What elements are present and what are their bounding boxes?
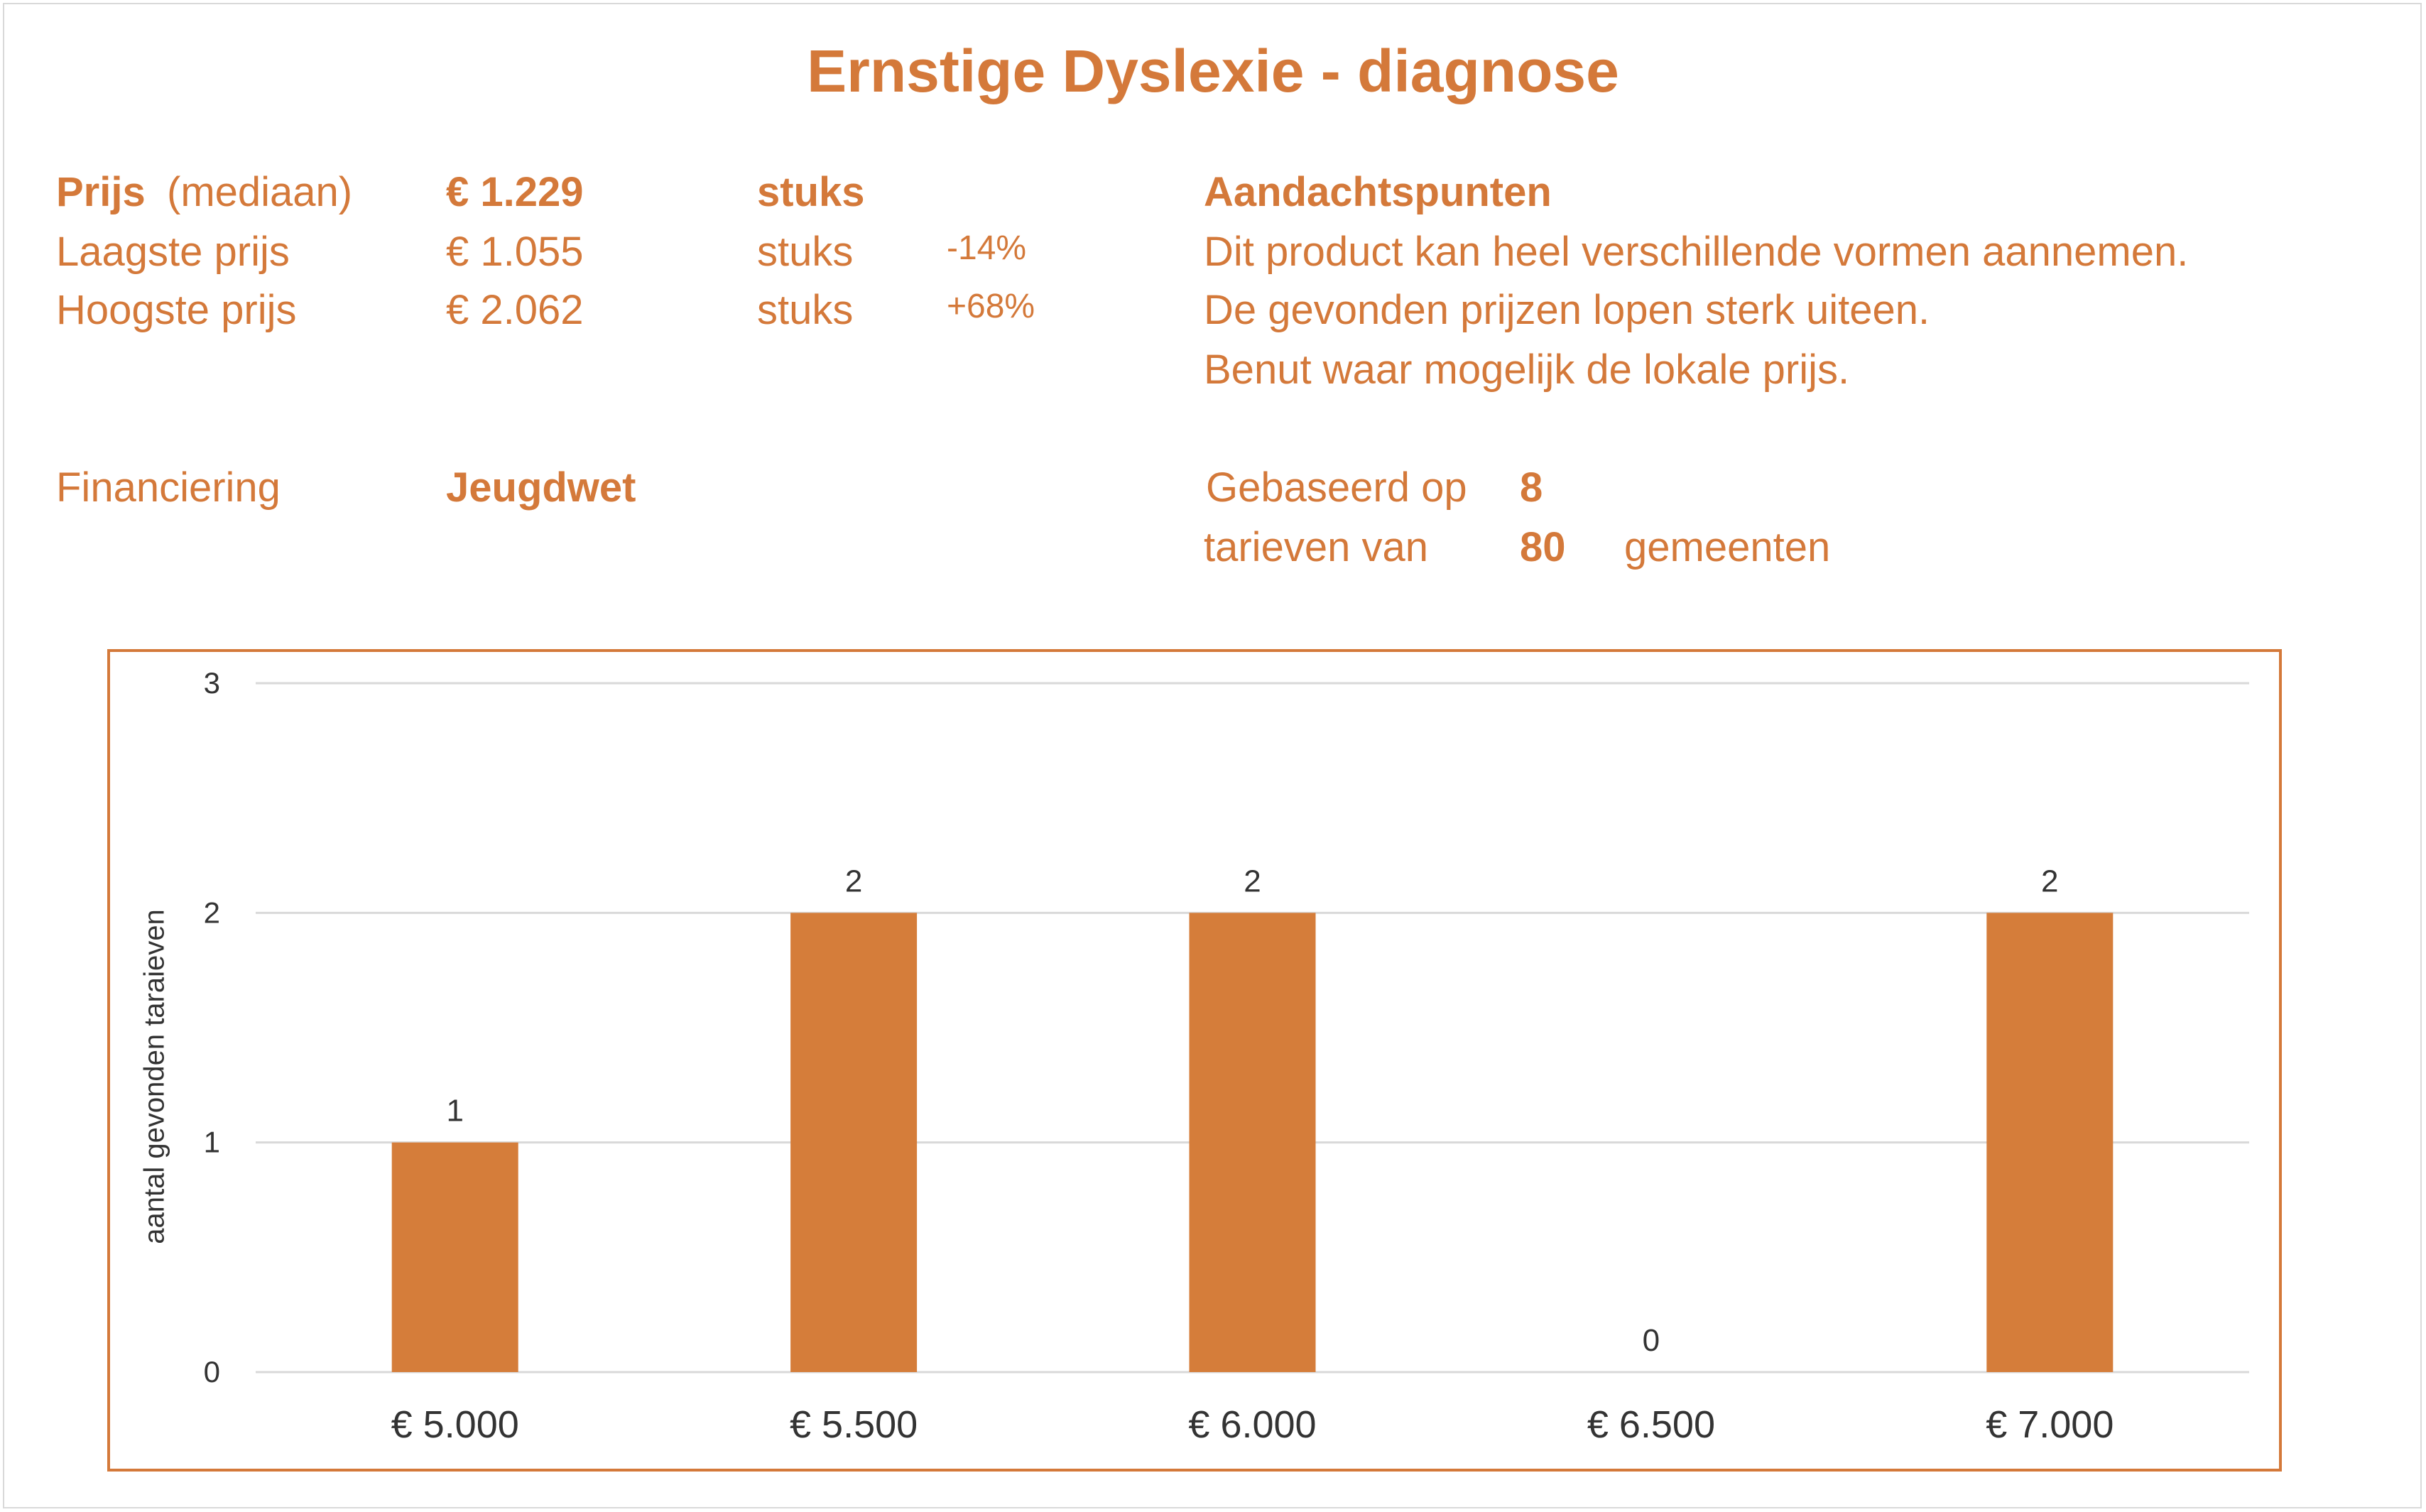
lowest-price-unit: stuks: [757, 229, 854, 275]
y-tick-label: 2: [204, 896, 220, 929]
notes-heading: Aandachtspunten: [1204, 169, 1552, 215]
chart-frame: [107, 649, 2282, 1472]
notes-line-2: De gevonden prijzen lopen sterk uiteen.: [1204, 287, 1930, 333]
median-price-value: € 1.229: [446, 169, 584, 215]
bar: [1986, 913, 2114, 1372]
tariffs-value: 80: [1520, 524, 1566, 570]
median-price-label: Prijs: [56, 169, 146, 215]
report-page: [3, 3, 2422, 1508]
x-tick-label: € 7.000: [1986, 1403, 2114, 1446]
financing-label: Financiering: [56, 464, 281, 511]
based-on-value: 8: [1520, 464, 1543, 511]
data-label: 0: [1643, 1323, 1660, 1358]
lowest-price-label: Laagste prijs: [56, 229, 290, 275]
y-tick-label: 0: [204, 1355, 220, 1388]
x-tick-label: € 6.500: [1587, 1403, 1715, 1446]
notes-line-3: Benut waar mogelijk de lokale prijs.: [1204, 347, 1850, 393]
data-label: 2: [1244, 864, 1261, 898]
data-label: 2: [845, 864, 862, 898]
highest-price-percent: +68%: [947, 288, 1035, 325]
notes-line-1: Dit product kan heel verschillende vorme…: [1204, 229, 2189, 275]
municipalities-label: gemeenten: [1624, 524, 1831, 570]
highest-price-unit: stuks: [757, 287, 854, 333]
y-axis-label: aantal gevonden taraieven: [138, 909, 170, 1244]
bar: [1189, 913, 1316, 1372]
based-on-label: Gebaseerd op: [1206, 464, 1467, 511]
y-tick-label: 1: [204, 1126, 220, 1159]
lowest-price-value: € 1.055: [446, 229, 584, 275]
median-price-qualifier: (mediaan): [167, 169, 353, 215]
x-tick-label: € 5.000: [391, 1403, 519, 1446]
y-tick-label: 3: [204, 666, 220, 700]
highest-price-label: Hoogste prijs: [56, 287, 297, 333]
x-tick-label: € 5.500: [790, 1403, 918, 1446]
bar: [391, 1142, 518, 1372]
bar: [790, 913, 918, 1372]
data-label: 2: [2041, 864, 2058, 898]
x-tick-label: € 6.000: [1188, 1403, 1316, 1446]
tariffs-label: tarieven van: [1204, 524, 1428, 570]
lowest-price-percent: -14%: [947, 229, 1027, 267]
page-title: Ernstige Dyslexie - diagnose: [807, 38, 1619, 104]
financing-value: Jeugdwet: [446, 464, 636, 511]
median-price-unit: stuks: [757, 169, 865, 215]
data-label: 1: [446, 1094, 463, 1128]
highest-price-value: € 2.062: [446, 287, 584, 333]
